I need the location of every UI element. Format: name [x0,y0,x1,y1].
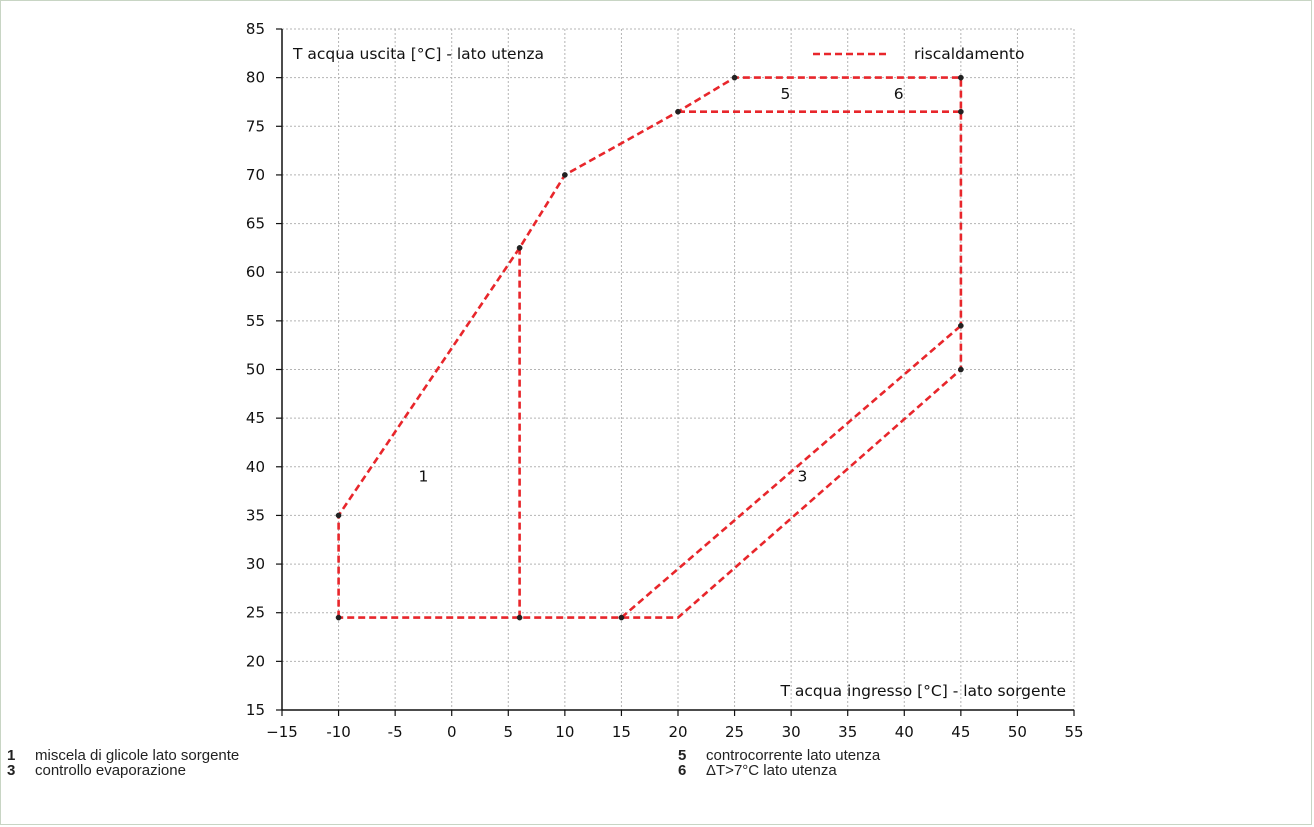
footnote-text: miscela di glicole lato sorgente [35,747,240,764]
footnotes: 1 miscela di glicole lato sorgente 3 contr… [0,748,1314,808]
region-label: 6 [894,85,904,103]
footnote: 3 controllo evaporazione [7,763,186,779]
region-labels: 1 3 5 6 [418,85,903,485]
vertex-point [958,322,964,329]
x-tick-label: 50 [1008,723,1027,741]
y-tick-label: 20 [246,652,265,670]
y-tick-label: 25 [246,604,265,622]
vertex-point [958,108,964,115]
footnote-number: 3 [7,762,16,779]
x-tick-label: -5 [388,723,403,741]
x-tick-label: 15 [612,723,631,741]
footnote-number: 6 [678,762,687,779]
x-tick-label: 10 [555,723,574,741]
region-label: 3 [798,467,808,485]
footnote-text: ΔT>7°C lato utenza [706,762,837,779]
footnote-text: controllo evaporazione [35,762,186,779]
vertex-point [618,614,625,621]
footnote: 5 controcorrente lato utenza [678,748,880,764]
x-tick-label: 25 [725,723,744,741]
x-tick-label: 35 [838,723,857,741]
footnote: 1 miscela di glicole lato sorgente [7,748,239,764]
y-tick-label: 45 [246,409,265,427]
footnote-text: controcorrente lato utenza [706,747,881,764]
y-tick-label: 35 [246,506,265,524]
x-tick-label: 0 [447,723,457,741]
series-layer [337,76,963,619]
y-tick-label: 65 [246,215,265,233]
y-axis-title: T acqua uscita [°C] - lato utenza [292,45,544,63]
y-tick-label: 70 [246,166,265,184]
y-tick-label: 75 [246,117,265,135]
legend-label: riscaldamento [914,45,1024,63]
x-tick-label: −15 [266,723,298,741]
x-tick-label: 55 [1064,723,1083,741]
vertex-point [335,614,342,621]
vertex-point [335,512,342,519]
y-tick-label: 40 [246,458,265,476]
x-tick-label: 20 [668,723,687,741]
region-label: 1 [418,467,428,485]
footnote: 6 ΔT>7°C lato utenza [678,763,837,779]
x-tick-label: 40 [895,723,914,741]
y-tick-label: 50 [246,361,265,379]
footnote-number: 5 [678,747,687,764]
x-tick-label: 45 [951,723,970,741]
y-tick-label: 30 [246,555,265,573]
y-tick-label: 15 [246,701,265,719]
y-tick-label: 60 [246,263,265,281]
region-label: 5 [781,85,791,103]
vertex-point [516,614,523,621]
vertex-point [958,366,964,373]
x-tick-label: 5 [504,723,514,741]
y-tick-label: 80 [246,69,265,87]
grid [282,28,1075,710]
vertex-point [562,172,568,178]
x-tick-label: -10 [326,723,351,741]
vertex-point [675,108,681,115]
x-axis-title: T acqua ingresso [°C] - lato sorgente [780,682,1066,700]
boundary-line [337,76,963,619]
y-tick-label: 55 [246,312,265,330]
footnote-number: 1 [7,747,16,764]
legend: riscaldamento [813,45,1024,63]
x-tick-label: 30 [782,723,801,741]
vertex-point [958,74,964,81]
vertex-markers [335,74,964,621]
y-tick-label: 85 [246,20,265,38]
vertex-point [516,245,523,251]
vertex-point [731,74,738,81]
boundary-line [620,324,962,619]
